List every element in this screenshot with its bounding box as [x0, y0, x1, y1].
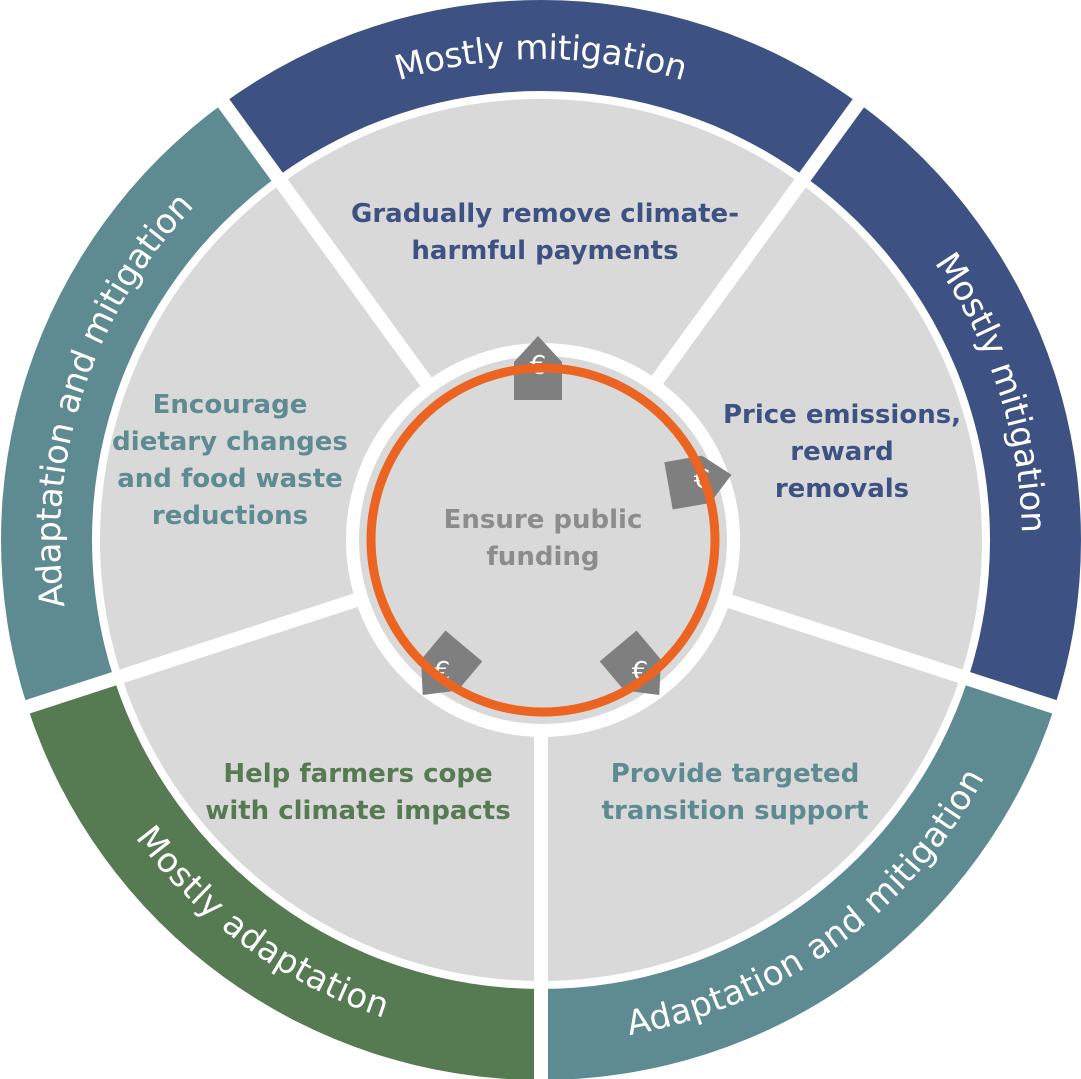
center-text: Ensure public: [444, 505, 643, 535]
center-text: funding: [487, 542, 600, 572]
sector-text: dietary changes: [112, 427, 348, 457]
band: [0, 103, 278, 707]
sector-text: transition support: [602, 796, 869, 826]
orange-ring: [366, 363, 720, 717]
arrow-shape: [664, 455, 732, 510]
sector-text: Gradually remove climate-: [351, 199, 739, 229]
band: [804, 103, 1081, 707]
sector-text: Provide targeted: [611, 759, 860, 789]
arrow: [664, 455, 732, 510]
hub: [359, 356, 727, 724]
sector-text: harmful payments: [411, 236, 678, 266]
sector-text: reductions: [152, 501, 308, 531]
band: [541, 678, 1055, 1079]
sector-text: Help farmers cope: [223, 759, 492, 789]
band: [223, 0, 859, 177]
sector-text: removals: [775, 474, 909, 504]
sector-text: reward: [790, 437, 893, 467]
band: [27, 678, 541, 1079]
sector-text: with climate impacts: [205, 796, 510, 826]
sector-text: Price emissions,: [723, 400, 961, 430]
sector-text: Encourage: [153, 390, 308, 420]
sector-text: and food waste: [117, 464, 343, 494]
